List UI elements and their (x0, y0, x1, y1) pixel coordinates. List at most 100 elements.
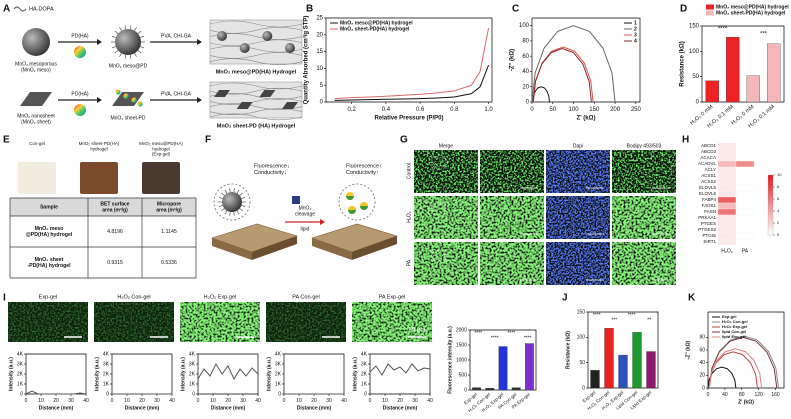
legend-label: MnO₂ meso@PD(HA) hydrogel (716, 4, 789, 10)
panel-label: H (682, 135, 689, 146)
x-tick-label: 0 (369, 398, 372, 404)
label: MnO₂ meso@PD(HA) (139, 141, 183, 146)
polymer (209, 58, 303, 66)
y-tick-label: 100 (689, 49, 700, 55)
row-label: ACLY (705, 167, 716, 172)
row-label: ELOVL6 (699, 191, 717, 196)
micrograph-signal (546, 242, 610, 285)
coating (241, 205, 246, 208)
row-label: SIRT1 (703, 239, 716, 244)
heat-cell (717, 160, 737, 168)
heat-cell (735, 214, 755, 222)
x-tick-label: 1.0 (484, 107, 493, 113)
label: H₂O₂ (406, 211, 412, 222)
arrow-head (197, 39, 202, 45)
label: PA Con-gel (292, 294, 319, 300)
x-tick-label: 40 (83, 398, 89, 404)
row-label: ACADVL (698, 161, 717, 166)
label: PD(HA) (71, 33, 89, 39)
heat-cell (717, 214, 737, 222)
label: lipid (301, 226, 310, 232)
row-label: FABP4 (702, 197, 717, 202)
gel-image-signal (8, 302, 88, 342)
x-tick-label: 10 (38, 398, 44, 404)
line-series (708, 348, 763, 389)
label: Fluorescence↓ (254, 163, 290, 169)
y-tick-label: 50 (579, 360, 585, 366)
line-series (708, 336, 778, 389)
label: Exp-gel (39, 294, 58, 300)
axis-frame (369, 353, 431, 395)
mno2-icon (292, 196, 300, 204)
heat-cell (735, 202, 755, 210)
polymer (209, 113, 303, 121)
heat-cell (735, 184, 755, 192)
x-tick-label: 0 (25, 398, 28, 404)
ha-dopa-icon (13, 6, 27, 12)
heat-cell (717, 172, 737, 180)
x-tick-label: 30 (240, 398, 246, 404)
legend-swatch (706, 10, 714, 16)
y-tick-label: 2K (361, 371, 368, 377)
y-tick-label: 150 (689, 24, 700, 30)
panel-label: D (680, 4, 687, 15)
legend-label: H₂O₂ Con-gel (722, 319, 748, 324)
significance: ** (647, 317, 651, 323)
y-tick-label: 4K (103, 351, 110, 357)
hydrogel (209, 81, 303, 119)
y-tick-label: 20 (699, 373, 705, 379)
x-tick-label: 40 (427, 398, 433, 404)
y-tick-label: 40 (522, 69, 529, 75)
x-tick-label: 10 (210, 398, 216, 404)
dye-half (360, 206, 368, 210)
label: PA Exp-gel (379, 294, 406, 300)
significance: **** (507, 330, 515, 336)
x-tick-label: 40 (255, 398, 261, 404)
label: (MnO₂ meso) (21, 67, 51, 73)
micrograph-signal (612, 242, 676, 285)
label: MnO₂ mesoporous (15, 61, 57, 67)
particle (262, 31, 273, 41)
x-axis-title: Z' (kΩ) (738, 399, 754, 405)
x-tick-label: 0 (111, 398, 114, 404)
y-tick-label: 5 (320, 83, 324, 89)
x-tick-label: 20 (397, 398, 403, 404)
label: PA (406, 259, 412, 266)
panel-label: F (205, 135, 211, 146)
label: PVA, CHI-GA (161, 91, 192, 97)
micrograph-signal (546, 196, 610, 239)
row-label: PTGES2 (698, 227, 716, 232)
row-label: FADS1 (702, 203, 717, 208)
micrograph-signal (612, 150, 676, 193)
coating (218, 205, 223, 208)
y-tick-label: 1K (361, 381, 368, 387)
row-label: ACSS1 (701, 173, 716, 178)
x-tick-label: 10 (382, 398, 388, 404)
y-tick-label: 1K (17, 381, 24, 387)
table-header-bg (10, 198, 196, 216)
bar (632, 332, 642, 389)
panel-label: I (3, 293, 6, 304)
x-tick-label: 30 (68, 398, 74, 404)
axis-frame (531, 17, 641, 103)
y-tick-label: 0 (320, 100, 324, 106)
heat-cell (735, 190, 755, 198)
dye-half (348, 210, 356, 214)
legend-label: lipid Con-gel (722, 329, 746, 334)
heat-cell (717, 226, 737, 234)
y-axis-title: Fluorescence intensity (a.u.) (447, 326, 453, 394)
heat-cell (735, 196, 755, 204)
x-tick-label: 0 (283, 398, 286, 404)
heat-cell (735, 238, 755, 246)
micrograph-signal (414, 150, 478, 193)
y-tick-label: 25 (316, 16, 323, 22)
y-axis-title: Resistance (kΩ) (565, 331, 571, 369)
heat-cell (735, 172, 755, 180)
y-tick-label: 0 (526, 100, 530, 106)
polymer (209, 39, 303, 47)
gel-photo (18, 162, 56, 194)
y-tick-label: 40 (699, 360, 705, 366)
label: (Exp-gel) (152, 152, 171, 157)
label: Dapi (573, 143, 583, 149)
nanosheet (112, 92, 144, 106)
